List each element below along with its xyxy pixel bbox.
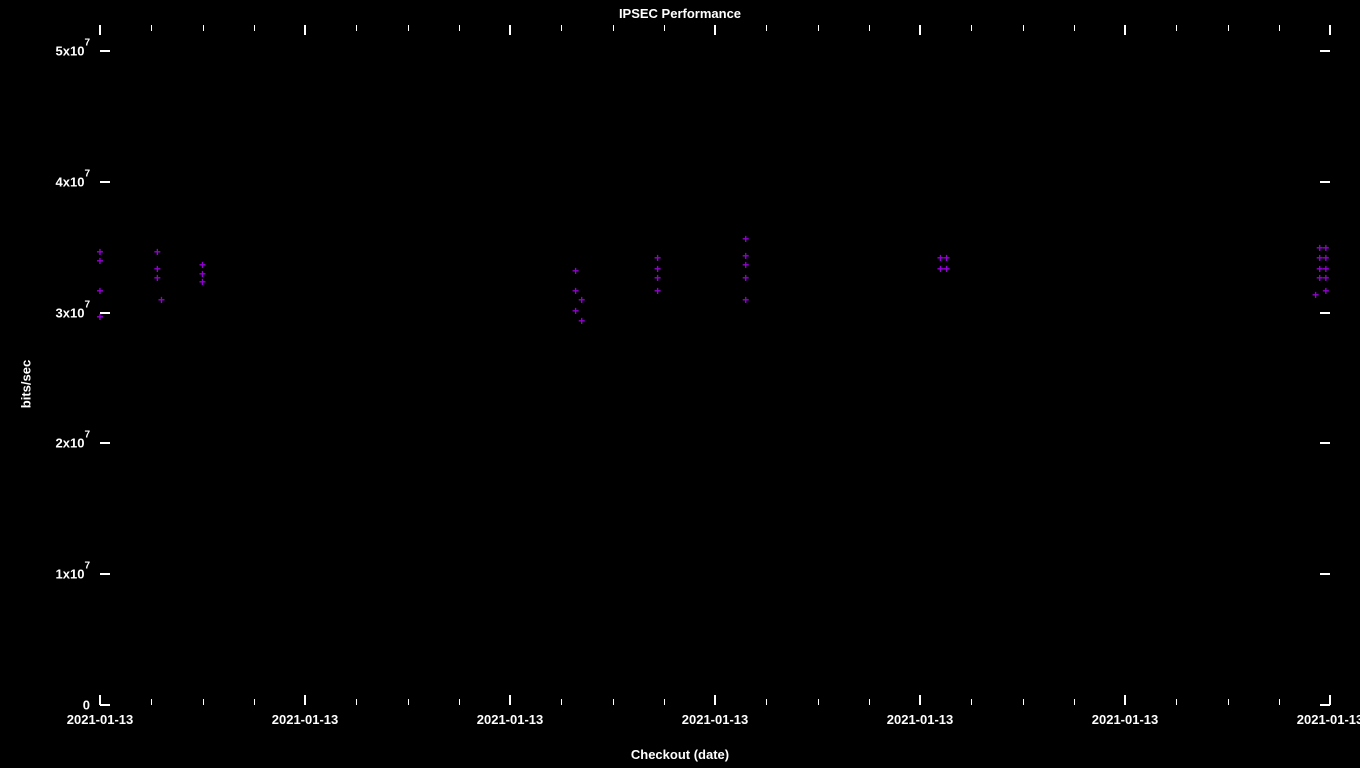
x-minor-tick [1228, 25, 1229, 31]
x-minor-tick [869, 699, 870, 705]
x-minor-tick [1279, 25, 1280, 31]
data-point: + [157, 297, 167, 307]
x-tick-mark [1329, 25, 1331, 35]
y-tick-mark [100, 442, 110, 444]
x-minor-tick [408, 699, 409, 705]
x-minor-tick [1228, 699, 1229, 705]
x-minor-tick [818, 699, 819, 705]
data-point: + [95, 314, 105, 324]
data-point: + [741, 262, 751, 272]
x-tick-mark [1329, 695, 1331, 705]
y-tick-mark [100, 704, 110, 706]
x-tick-mark [99, 695, 101, 705]
data-point: + [1321, 288, 1331, 298]
y-tick-label: 1x107 [56, 567, 90, 582]
y-tick-mark [1320, 50, 1330, 52]
x-minor-tick [254, 25, 255, 31]
x-tick-label: 2021-01-13 [272, 712, 339, 727]
x-minor-tick [766, 25, 767, 31]
x-minor-tick [613, 699, 614, 705]
x-minor-tick [408, 25, 409, 31]
y-axis-label: bits/sec [19, 360, 34, 408]
x-tick-label: 2021-01-13 [477, 712, 544, 727]
data-point: + [741, 275, 751, 285]
data-point: + [1311, 292, 1321, 302]
data-point: + [653, 288, 663, 298]
x-tick-mark [1124, 695, 1126, 705]
x-tick-mark [714, 25, 716, 35]
x-minor-tick [151, 25, 152, 31]
x-minor-tick [561, 699, 562, 705]
y-tick-mark [1320, 181, 1330, 183]
x-minor-tick [356, 699, 357, 705]
data-point: + [653, 275, 663, 285]
x-minor-tick [1176, 699, 1177, 705]
data-point: + [95, 288, 105, 298]
x-tick-mark [509, 695, 511, 705]
x-tick-mark [714, 695, 716, 705]
x-minor-tick [869, 25, 870, 31]
x-tick-label: 2021-01-13 [67, 712, 134, 727]
x-minor-tick [818, 25, 819, 31]
data-point: + [577, 318, 587, 328]
data-point: + [1321, 275, 1331, 285]
data-point: + [95, 258, 105, 268]
chart-title: IPSEC Performance [0, 6, 1360, 21]
y-tick-mark [1320, 442, 1330, 444]
data-point: + [152, 275, 162, 285]
y-tick-label: 5x107 [56, 44, 90, 59]
data-point: + [152, 249, 162, 259]
x-minor-tick [203, 25, 204, 31]
x-tick-label: 2021-01-13 [1092, 712, 1159, 727]
x-minor-tick [1023, 699, 1024, 705]
y-tick-mark [1320, 573, 1330, 575]
x-minor-tick [1279, 699, 1280, 705]
x-minor-tick [1023, 25, 1024, 31]
ipsec-performance-chart: IPSEC Performance bits/sec Checkout (dat… [0, 0, 1360, 768]
x-minor-tick [971, 699, 972, 705]
x-tick-mark [919, 25, 921, 35]
x-minor-tick [356, 25, 357, 31]
y-tick-label: 0 [83, 698, 90, 713]
x-minor-tick [254, 699, 255, 705]
data-point: + [571, 268, 581, 278]
x-minor-tick [1074, 25, 1075, 31]
x-minor-tick [459, 25, 460, 31]
data-point: + [741, 297, 751, 307]
x-tick-mark [99, 25, 101, 35]
data-point: + [942, 266, 952, 276]
x-tick-mark [919, 695, 921, 705]
x-tick-label: 2021-01-13 [887, 712, 954, 727]
y-tick-label: 3x107 [56, 305, 90, 320]
y-tick-mark [100, 573, 110, 575]
x-minor-tick [613, 25, 614, 31]
x-minor-tick [1176, 25, 1177, 31]
x-minor-tick [1074, 699, 1075, 705]
x-minor-tick [561, 25, 562, 31]
x-minor-tick [459, 699, 460, 705]
x-minor-tick [766, 699, 767, 705]
x-minor-tick [664, 25, 665, 31]
data-point: + [198, 279, 208, 289]
plot-area [100, 25, 1330, 705]
x-minor-tick [151, 699, 152, 705]
y-tick-mark [1320, 312, 1330, 314]
y-tick-label: 2x107 [56, 436, 90, 451]
x-tick-mark [509, 25, 511, 35]
y-tick-label: 4x107 [56, 174, 90, 189]
x-tick-mark [304, 25, 306, 35]
x-tick-mark [1124, 25, 1126, 35]
x-tick-label: 2021-01-13 [1297, 712, 1360, 727]
x-minor-tick [664, 699, 665, 705]
y-tick-mark [100, 50, 110, 52]
x-minor-tick [971, 25, 972, 31]
x-axis-label: Checkout (date) [0, 747, 1360, 762]
data-point: + [741, 236, 751, 246]
x-minor-tick [203, 699, 204, 705]
y-tick-mark [100, 181, 110, 183]
x-tick-mark [304, 695, 306, 705]
x-tick-label: 2021-01-13 [682, 712, 749, 727]
